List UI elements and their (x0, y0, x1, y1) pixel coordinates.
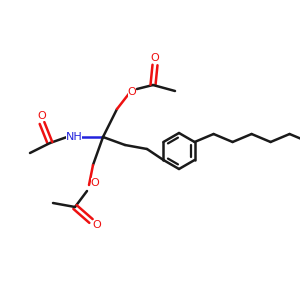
Text: O: O (93, 220, 101, 230)
Text: O: O (151, 53, 159, 63)
Text: O: O (128, 87, 136, 97)
Text: O: O (38, 111, 46, 121)
Text: NH: NH (66, 132, 83, 142)
Text: O: O (91, 178, 99, 188)
